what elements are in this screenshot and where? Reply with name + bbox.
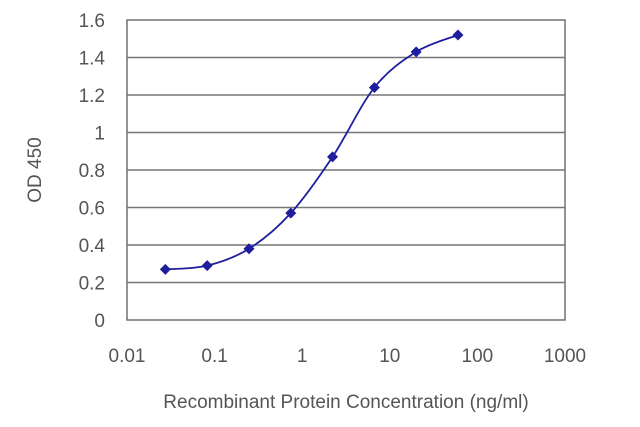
y-tick-label: 0.4 <box>79 236 106 257</box>
x-tick-label: 0.01 <box>109 346 146 367</box>
data-point <box>368 82 380 93</box>
x-tick-label: 1 <box>297 346 308 367</box>
x-axis-tick-labels: 0.01 0.1 1 10 100 1000 <box>109 346 587 367</box>
y-tick-label: 1.6 <box>79 11 105 32</box>
y-tick-label: 0.2 <box>79 274 105 295</box>
y-tick-label: 0.8 <box>79 161 105 182</box>
y-tick-label: 0.6 <box>79 199 105 220</box>
data-points <box>159 29 464 275</box>
x-tick-label: 100 <box>462 346 494 367</box>
y-tick-label: 1 <box>94 124 105 145</box>
y-tick-label: 1.2 <box>79 86 105 107</box>
series-line <box>165 34 459 271</box>
data-point <box>159 263 171 275</box>
data-point <box>201 260 213 272</box>
data-point <box>327 151 339 163</box>
x-tick-label: 0.1 <box>201 346 227 367</box>
x-tick-label: 1000 <box>544 346 586 367</box>
x-axis-label: Recombinant Protein Concentration (ng/ml… <box>163 392 528 413</box>
data-point <box>410 46 422 58</box>
y-tick-label: 1.4 <box>79 49 106 70</box>
y-axis-tick-labels: 0 0.2 0.4 0.6 0.8 1 1.2 1.4 1.6 <box>79 11 106 332</box>
x-tick-label: 10 <box>379 346 400 367</box>
y-axis-label: OD 450 <box>25 137 46 202</box>
y-tick-label: 0 <box>94 311 105 332</box>
data-point <box>243 243 255 255</box>
data-point <box>452 29 464 41</box>
data-point <box>285 207 297 219</box>
